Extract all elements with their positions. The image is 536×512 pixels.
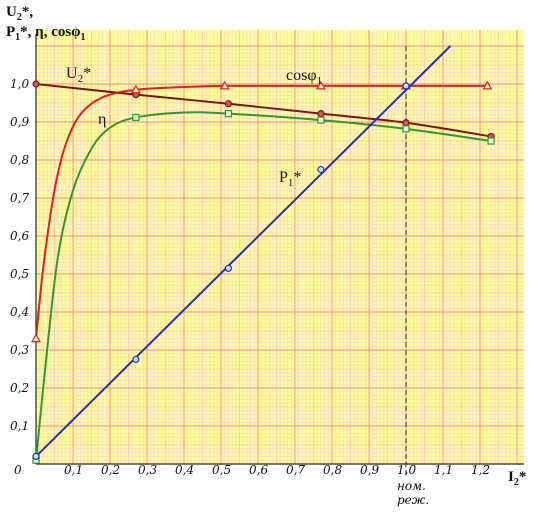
x-tick-label: 1,2	[471, 463, 490, 477]
x-tick-label: 1,1	[434, 463, 453, 477]
y-axis-label-line1: U2*,	[6, 4, 33, 23]
y-tick-label: 0,5	[10, 267, 29, 281]
y-tick-label: 1,0	[10, 77, 29, 91]
x-tick-label: 0,8	[323, 463, 342, 477]
x-axis-label: I2*	[508, 469, 526, 488]
nominal-annotation-line1: ном.	[397, 479, 426, 493]
point-p1	[317, 165, 325, 174]
y-axis-label-line2: P1*, η, cosφ1	[6, 24, 86, 43]
x-tick-label: 0,6	[249, 463, 268, 477]
origin-label: 0	[14, 463, 22, 477]
point-u2	[317, 110, 325, 118]
x-tick-label: 0,7	[286, 463, 305, 477]
point-eta	[132, 113, 140, 122]
series-label-p1: P1*	[279, 169, 301, 189]
y-tick-label: 0,8	[10, 153, 29, 167]
y-tick-label: 0,3	[10, 343, 29, 357]
point-cos1	[315, 80, 326, 90]
x-tick-label: 0,4	[175, 463, 194, 477]
point-p1	[402, 82, 410, 90]
point-u2	[32, 80, 40, 88]
y-tick-label: 0,4	[10, 305, 29, 319]
nominal-annotation-line2: реж.	[397, 493, 429, 507]
point-eta	[402, 125, 410, 133]
point-eta	[224, 110, 232, 118]
series-line-cos1	[35, 84, 488, 339]
y-tick-label: 0,2	[10, 381, 29, 395]
series-group: U2* cosφ1 η P1*	[30, 45, 495, 464]
point-cos1	[130, 84, 141, 94]
x-tick-label: 0,2	[101, 463, 120, 477]
y-tick-label: 0,6	[10, 229, 29, 243]
y-tick-label: 0,1	[10, 419, 29, 433]
y-tick-label: 0,9	[10, 115, 29, 129]
point-cos1	[482, 80, 493, 90]
x-tick-label: 0,9	[360, 463, 379, 477]
series-label-u2: U2*	[66, 65, 91, 85]
grid	[36, 30, 524, 464]
series-line-p1	[35, 45, 452, 458]
x-tick-label: 0,3	[138, 463, 157, 477]
point-p1	[32, 452, 40, 460]
x-tick-label: 1,0	[397, 463, 416, 477]
series-line-eta	[35, 111, 492, 461]
point-eta	[487, 137, 495, 145]
axes: 0,1 0,2 0,3 0,4 0,5 0,6 0,7 0,8 0,9 1,0 1,1 1,2 0,1 0…	[10, 34, 524, 478]
series-label-cos1: cosφ1	[286, 67, 322, 87]
point-cos1	[219, 80, 230, 90]
y-tick-label: 0,7	[10, 191, 29, 205]
x-tick-label: 0,1	[64, 463, 83, 477]
series-label-eta: η	[98, 111, 106, 128]
point-p1	[132, 355, 140, 364]
point-eta	[317, 116, 325, 124]
point-p1	[224, 264, 232, 272]
x-tick-label: 0,5	[212, 463, 231, 477]
point-u2	[224, 100, 232, 108]
point-cos1	[30, 333, 42, 343]
point-u2	[402, 119, 410, 127]
